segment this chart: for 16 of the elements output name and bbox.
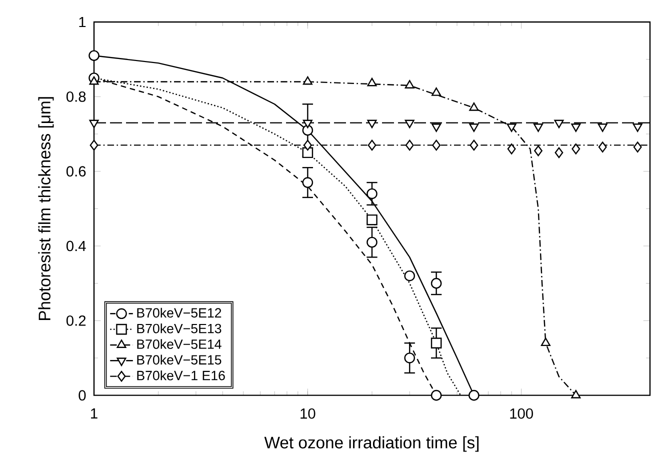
x-tick-label: 100 xyxy=(510,408,533,419)
y-tick-label: 0.4 xyxy=(66,240,86,252)
x-tick-label: 10 xyxy=(300,408,316,419)
y-axis-title: Photoresist film thickness [μm] xyxy=(38,97,54,320)
y-tick-label: 0.8 xyxy=(66,91,86,102)
legend-label: B70keV−1 E16 xyxy=(137,370,225,380)
x-tick-label: 1 xyxy=(91,408,98,418)
legend-label: B70keV−5E15 xyxy=(137,354,222,365)
y-tick-label: 1 xyxy=(79,16,86,28)
x-axis-title: Wet ozone irradiation time [s] xyxy=(264,436,479,452)
legend-label: B70keV−5E14 xyxy=(137,339,222,349)
y-tick-label: 0.2 xyxy=(66,315,86,326)
legend-label: B70keV−5E13 xyxy=(137,323,222,334)
legend-label: B70keV−5E12 xyxy=(137,308,222,318)
y-tick-label: 0.6 xyxy=(66,166,86,177)
y-tick-label: 0 xyxy=(78,390,86,401)
